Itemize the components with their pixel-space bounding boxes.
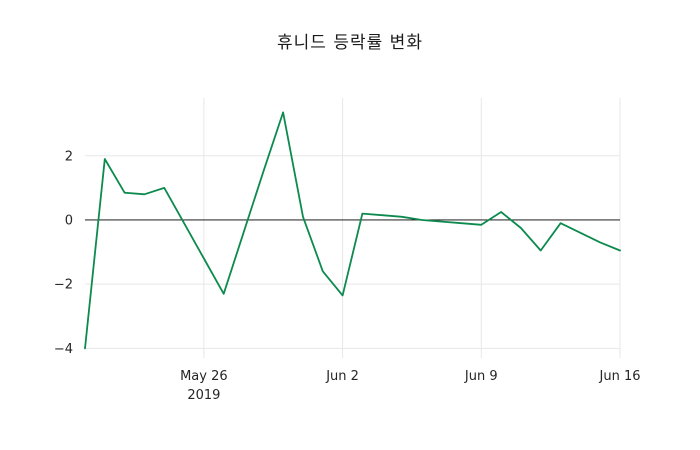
- x-tick-label: May 26: [180, 369, 228, 384]
- chart-title: 휴니드 등락률 변화: [277, 33, 423, 53]
- x-tick-label: Jun 2: [325, 369, 359, 384]
- series-line: [84, 111, 621, 350]
- y-tick-label: 2: [65, 149, 73, 164]
- x-tick-year-label: 2019: [187, 388, 220, 403]
- y-tick-label: −2: [54, 278, 73, 293]
- x-tick-label: Jun 16: [599, 369, 641, 384]
- x-tick-label: Jun 9: [464, 369, 498, 384]
- y-tick-label: 0: [65, 214, 73, 229]
- y-tick-label: −4: [54, 342, 73, 357]
